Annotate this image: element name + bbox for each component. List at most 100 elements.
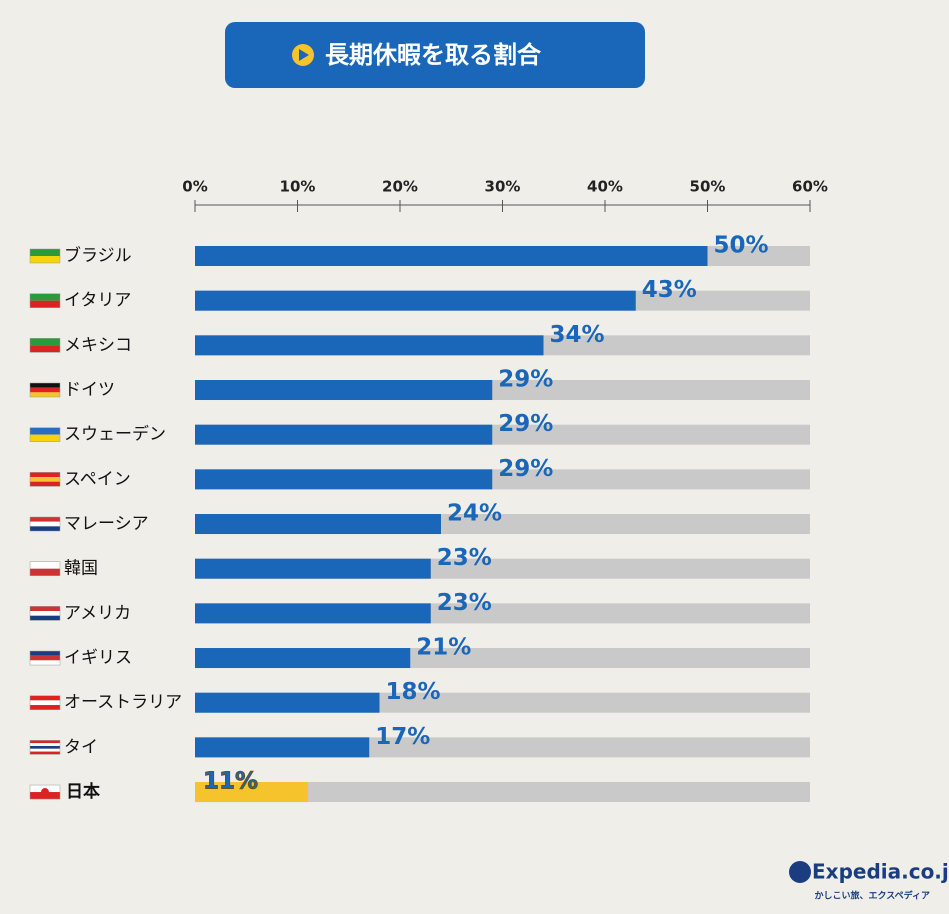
flag bbox=[30, 300, 60, 308]
bar bbox=[195, 469, 493, 490]
x-tick-label: 0% bbox=[182, 178, 207, 196]
flag-border bbox=[29, 784, 61, 800]
x-tick-label: 10% bbox=[280, 178, 316, 196]
value-label: 17% bbox=[375, 724, 430, 750]
flag-border bbox=[29, 472, 61, 487]
value-label: 43% bbox=[642, 277, 697, 303]
bar bbox=[195, 692, 380, 713]
flag-border bbox=[29, 338, 61, 353]
flag bbox=[30, 606, 60, 612]
flag bbox=[30, 751, 60, 755]
flag bbox=[30, 249, 60, 256]
flag bbox=[30, 383, 60, 388]
flag bbox=[30, 392, 60, 398]
flag bbox=[30, 568, 60, 576]
flag bbox=[30, 611, 60, 616]
x-tick-label: 30% bbox=[485, 178, 521, 196]
value-label: 24% bbox=[447, 501, 502, 527]
logo-tagline: かしこい旅、エクスペディア bbox=[815, 890, 930, 902]
flag bbox=[30, 521, 60, 527]
flag bbox=[30, 481, 60, 487]
flag bbox=[30, 655, 60, 661]
value-label: 23% bbox=[437, 545, 492, 571]
category-label: マレーシア bbox=[64, 514, 149, 534]
category-label: オーストラリア bbox=[64, 693, 182, 713]
value-label: 18% bbox=[386, 679, 441, 705]
bar bbox=[195, 558, 431, 579]
category-label: タイ bbox=[64, 737, 98, 757]
flag bbox=[30, 345, 60, 353]
flag-border bbox=[29, 695, 61, 710]
x-tick-label: 60% bbox=[792, 178, 828, 196]
flag-border bbox=[29, 248, 61, 264]
flag-border bbox=[29, 561, 61, 576]
category-label: ブラジル bbox=[64, 245, 132, 266]
bar-track bbox=[195, 782, 810, 803]
flag bbox=[30, 472, 60, 478]
flag bbox=[30, 561, 60, 569]
value-label: 50% bbox=[714, 233, 769, 259]
chart-title: 長期休暇を取る割合 bbox=[325, 41, 542, 69]
flag bbox=[30, 695, 60, 701]
value-label: 21% bbox=[416, 635, 471, 661]
value-label: 34% bbox=[550, 322, 605, 348]
category-label: 韓国 bbox=[64, 559, 98, 579]
flag bbox=[30, 427, 60, 435]
value-label: 29% bbox=[498, 411, 553, 437]
flag bbox=[30, 660, 60, 666]
flag bbox=[30, 434, 60, 442]
bar bbox=[195, 290, 636, 311]
bar bbox=[195, 514, 441, 535]
bar bbox=[195, 380, 493, 401]
flag-border bbox=[29, 382, 61, 398]
flag bbox=[30, 526, 60, 532]
flag bbox=[30, 700, 60, 706]
category-label: スペイン bbox=[64, 469, 131, 489]
flag bbox=[30, 615, 60, 621]
logo-name: Expedia.co.jp bbox=[812, 860, 949, 884]
category-label: イタリア bbox=[64, 291, 131, 311]
bar bbox=[195, 424, 493, 445]
category-label: スウェーデン bbox=[64, 424, 166, 445]
category-label: メキシコ bbox=[64, 335, 132, 355]
flag bbox=[30, 517, 60, 522]
flag-dot bbox=[41, 788, 49, 797]
flag bbox=[30, 256, 60, 263]
category-label: アメリカ bbox=[64, 603, 131, 623]
x-tick-label: 20% bbox=[382, 178, 418, 196]
bar bbox=[195, 246, 708, 266]
bar bbox=[195, 648, 411, 669]
flag-border bbox=[29, 427, 61, 442]
logo-icon bbox=[789, 861, 811, 883]
bar bbox=[195, 603, 431, 624]
flag bbox=[30, 740, 60, 744]
flag bbox=[30, 651, 60, 656]
title-box bbox=[225, 22, 645, 88]
flag bbox=[30, 387, 60, 393]
category-label: 日本 bbox=[66, 781, 100, 802]
flag-border bbox=[29, 516, 61, 532]
flag bbox=[30, 338, 60, 346]
category-label: イギリス bbox=[64, 648, 132, 668]
value-label: 11% bbox=[203, 769, 258, 795]
flag-border bbox=[29, 606, 61, 621]
value-label: 29% bbox=[498, 456, 553, 482]
category-label: ドイツ bbox=[64, 380, 115, 400]
x-tick-label: 40% bbox=[587, 178, 623, 196]
title-icon-arrow bbox=[299, 49, 309, 61]
flag bbox=[30, 743, 60, 746]
value-label: 29% bbox=[498, 367, 553, 393]
flag bbox=[30, 293, 60, 301]
flag-border bbox=[29, 293, 61, 308]
flag bbox=[30, 748, 60, 752]
flag bbox=[30, 745, 60, 749]
bar bbox=[195, 335, 544, 356]
flag bbox=[30, 705, 60, 710]
bar bbox=[195, 737, 370, 758]
bar bbox=[195, 782, 308, 803]
value-label: 23% bbox=[437, 590, 492, 616]
flag-border bbox=[29, 740, 61, 755]
flag-border bbox=[29, 650, 61, 666]
flag bbox=[30, 477, 60, 482]
